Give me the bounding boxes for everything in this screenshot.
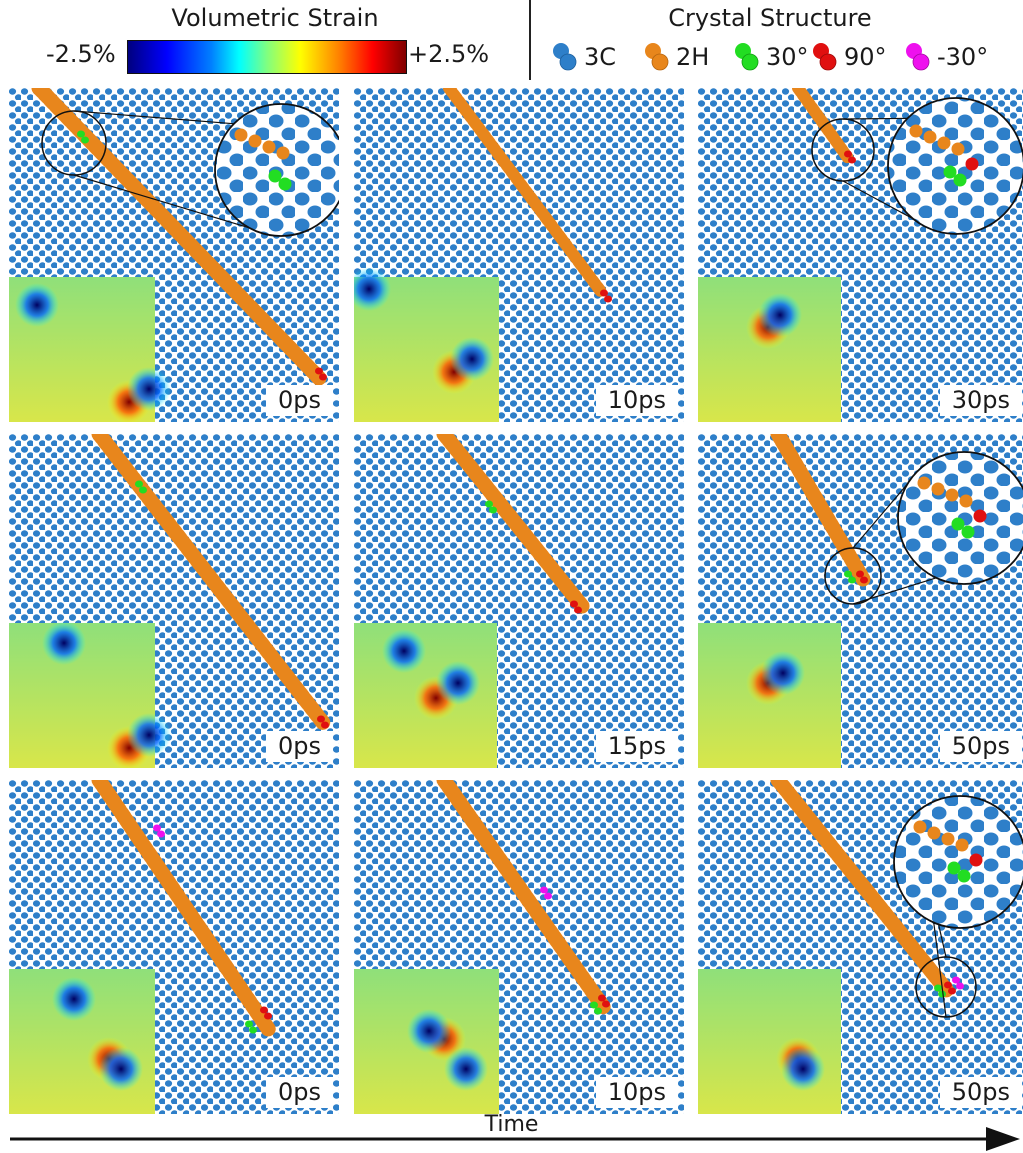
legend-item-minus30: -30° bbox=[905, 40, 988, 74]
partial-dislocation-core bbox=[245, 1020, 257, 1034]
strain-inset bbox=[9, 277, 171, 422]
header-divider bbox=[529, 0, 531, 80]
legend-item-2h: 2H bbox=[644, 40, 709, 74]
legend-3c-dimer-icon bbox=[553, 43, 577, 71]
snapshot-panel-r2c2: 15ps bbox=[354, 434, 684, 768]
legend-item-90: 90° bbox=[812, 40, 887, 74]
partial-dislocation-core bbox=[844, 570, 856, 584]
stacking-fault-2h bbox=[436, 780, 612, 1016]
atomistic-snapshot bbox=[698, 88, 1023, 422]
partial-dislocation-core bbox=[317, 715, 329, 729]
partial-dislocation-core bbox=[600, 289, 612, 303]
partial-dislocation-core bbox=[944, 981, 956, 995]
strain-title: Volumetric Strain bbox=[171, 4, 379, 32]
stacking-fault-2h bbox=[792, 88, 854, 164]
strain-inset bbox=[354, 267, 499, 422]
structure-title: Crystal Structure bbox=[668, 4, 872, 32]
atomistic-snapshot bbox=[354, 434, 684, 768]
time-arrow bbox=[10, 1127, 1020, 1151]
partial-dislocation-core bbox=[856, 570, 868, 584]
partial-dislocation-core bbox=[77, 130, 89, 144]
legend-label-minus30: -30° bbox=[937, 43, 989, 71]
stacking-fault-2h bbox=[436, 434, 590, 614]
atomistic-snapshot bbox=[698, 780, 1023, 1114]
stacking-fault-2h bbox=[770, 434, 871, 587]
atomistic-snapshot bbox=[9, 780, 339, 1114]
time-label: 0ps bbox=[265, 385, 333, 416]
partial-dislocation-core bbox=[135, 480, 147, 494]
partial-dislocation-core bbox=[540, 886, 552, 900]
snapshot-panel-r1c2: 10ps bbox=[354, 88, 684, 422]
stacking-fault-2h bbox=[443, 88, 608, 299]
figure-header: Volumetric Strain -2.5% +2.5% Crystal St… bbox=[0, 0, 1023, 84]
time-axis-label: Time bbox=[484, 1112, 539, 1137]
stacking-fault-2h bbox=[31, 88, 327, 386]
snapshot-panel-r1c1: 0ps bbox=[9, 88, 339, 422]
partial-dislocation-core bbox=[844, 150, 856, 164]
strain-inset bbox=[698, 623, 841, 768]
time-label: 50ps bbox=[939, 731, 1022, 762]
partial-dislocation-core bbox=[598, 994, 610, 1008]
snapshot-panel-r3c3: 50ps bbox=[698, 780, 1023, 1114]
magnified-core-view bbox=[811, 97, 1023, 235]
strain-inset bbox=[9, 621, 171, 768]
time-label: 10ps bbox=[595, 385, 678, 416]
legend-item-3c: 3C bbox=[552, 40, 616, 74]
strain-inset bbox=[9, 969, 155, 1114]
strain-inset bbox=[698, 969, 841, 1114]
partial-dislocation-core bbox=[952, 976, 964, 990]
time-arrow-head bbox=[986, 1127, 1020, 1151]
time-label: 0ps bbox=[265, 1077, 333, 1108]
partial-dislocation-core bbox=[260, 1006, 272, 1020]
atomistic-snapshot bbox=[354, 88, 684, 422]
partial-dislocation-core bbox=[315, 367, 327, 381]
snapshot-panel-r3c1: 0ps bbox=[9, 780, 339, 1114]
time-label: 15ps bbox=[595, 731, 678, 762]
strain-colorbar bbox=[127, 40, 407, 74]
legend-label-2h: 2H bbox=[676, 43, 710, 71]
colorbar-max-label: +2.5% bbox=[408, 40, 490, 68]
partial-dislocation-core bbox=[570, 600, 582, 614]
atomistic-snapshot bbox=[9, 434, 339, 768]
magnified-core-view bbox=[893, 795, 1023, 1018]
partial-dislocation-core bbox=[485, 500, 497, 514]
colorbar-min-label: -2.5% bbox=[46, 40, 116, 68]
legend-label-90: 90° bbox=[844, 43, 887, 71]
strain-inset bbox=[698, 277, 841, 422]
snapshot-panel-r2c1: 0ps bbox=[9, 434, 339, 768]
snapshot-panel-r1c3: 30ps bbox=[698, 88, 1023, 422]
snapshot-panel-r3c2: 10ps bbox=[354, 780, 684, 1114]
legend-label-30: 30° bbox=[766, 43, 809, 71]
atomistic-snapshot bbox=[9, 88, 339, 422]
atomistic-snapshot bbox=[354, 780, 684, 1114]
magnified-core-view bbox=[41, 103, 339, 237]
time-label: 50ps bbox=[939, 1077, 1022, 1108]
legend-label-3c: 3C bbox=[584, 43, 617, 71]
strain-inset bbox=[354, 623, 497, 768]
atomistic-snapshot bbox=[698, 434, 1023, 768]
legend-item-30: 30° bbox=[734, 40, 809, 74]
snapshot-panel-r2c3: 50ps bbox=[698, 434, 1023, 768]
legend-90-dimer-icon bbox=[813, 43, 837, 71]
time-label: 10ps bbox=[595, 1077, 678, 1108]
magnified-core-view bbox=[824, 451, 1023, 605]
partial-dislocation-core bbox=[153, 824, 165, 838]
legend-2h-dimer-icon bbox=[645, 43, 669, 71]
legend-minus30-dimer-icon bbox=[906, 43, 930, 71]
time-label: 30ps bbox=[939, 385, 1022, 416]
partial-dislocation-core bbox=[590, 1001, 602, 1015]
stacking-fault-2h bbox=[91, 780, 277, 1038]
time-label: 0ps bbox=[265, 731, 333, 762]
stacking-fault-2h bbox=[770, 780, 956, 1000]
partial-dislocation-core bbox=[934, 984, 946, 998]
strain-inset bbox=[354, 969, 499, 1114]
legend-30-dimer-icon bbox=[735, 43, 759, 71]
snapshot-grid: 0ps 10ps 30ps 0ps 15ps 50ps 0ps 10ps 50ps bbox=[0, 88, 1023, 1133]
